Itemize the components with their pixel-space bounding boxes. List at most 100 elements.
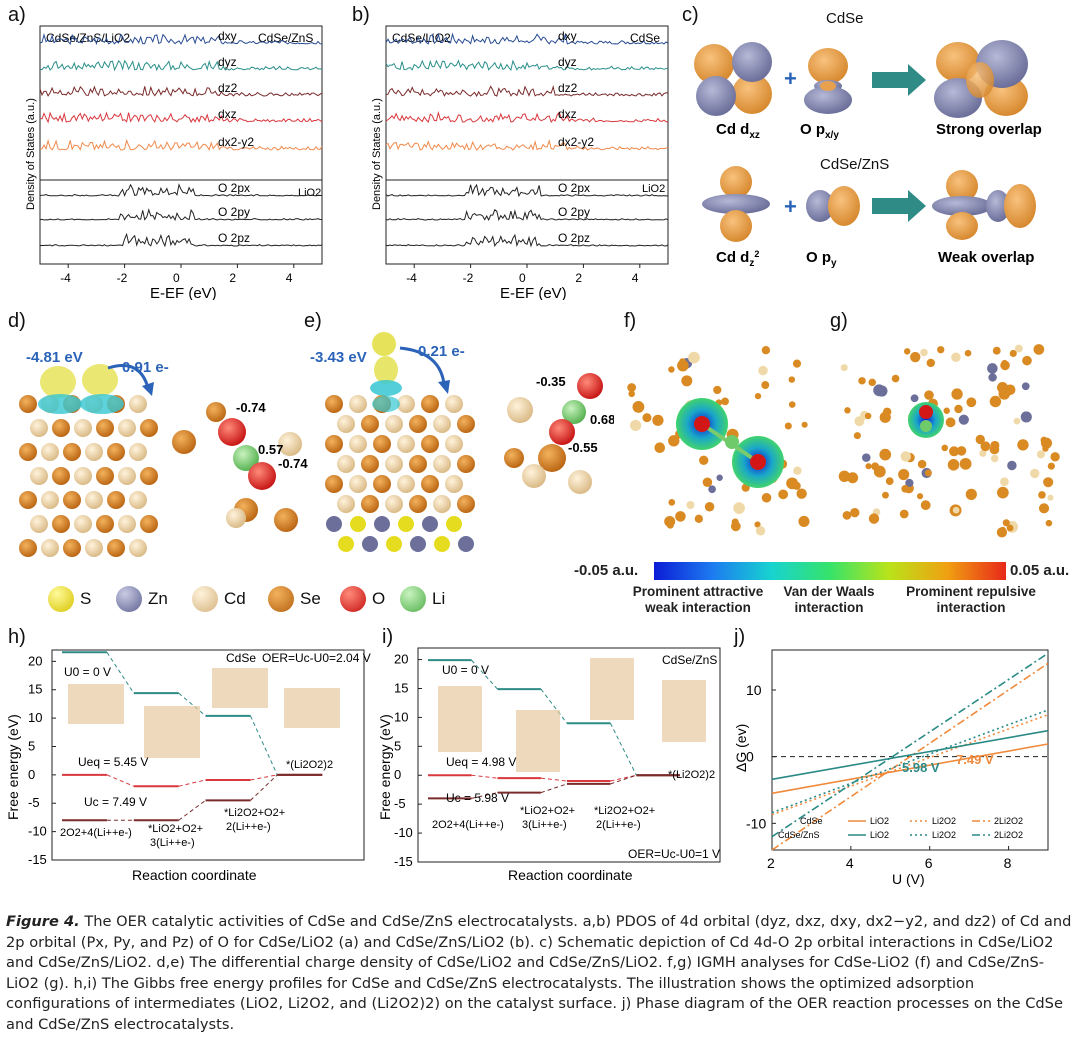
pdos-orbital-label: O 2pz bbox=[218, 231, 250, 245]
igmh-structure-f bbox=[627, 346, 810, 536]
i-step2: *LiO2+O2+ bbox=[520, 805, 575, 817]
igmh-atom bbox=[679, 358, 686, 365]
igmh-atom bbox=[1002, 519, 1010, 527]
igmh-atom bbox=[840, 364, 848, 372]
igmh-atom bbox=[871, 462, 880, 471]
slab-atom bbox=[118, 515, 136, 533]
atom-se-icon bbox=[268, 586, 294, 612]
igmh-atom bbox=[885, 477, 894, 485]
j-legend-label: 2Li2O2 bbox=[994, 830, 1023, 840]
igmh-atom bbox=[708, 485, 716, 494]
igmh-atom bbox=[916, 493, 924, 500]
atom-legend-label: Zn bbox=[148, 589, 168, 608]
pdos-a-ylabel: Density of States (a.u.) bbox=[25, 98, 37, 210]
slab-atom bbox=[421, 475, 439, 493]
j-ytick-label: 0 bbox=[746, 749, 754, 765]
pdos-b-ylabel: Density of States (a.u.) bbox=[371, 98, 383, 210]
colorbar-left-desc: Prominent attractive weak interaction bbox=[632, 584, 764, 615]
atom-legend-label: S bbox=[80, 589, 92, 608]
fe-tick-label: -10 bbox=[28, 824, 47, 839]
igmh-atom bbox=[652, 414, 664, 426]
label-cd-dz2: Cd dz2 bbox=[716, 249, 759, 269]
igmh-atom bbox=[992, 346, 1001, 355]
igmh-atom bbox=[991, 445, 999, 453]
slab-atom bbox=[362, 536, 378, 552]
igmh-atom bbox=[755, 526, 766, 536]
slab-atom bbox=[433, 495, 451, 513]
pdos-trace bbox=[39, 59, 323, 72]
i-ueq: Ueq = 4.98 V bbox=[446, 755, 516, 769]
slab-atom bbox=[129, 491, 147, 509]
fe-connector bbox=[249, 715, 278, 776]
igmh-atom bbox=[761, 381, 770, 390]
pdos-trace bbox=[385, 84, 669, 98]
igmh-atom bbox=[730, 521, 741, 532]
i-step2b: 3(Li++e-) bbox=[522, 819, 567, 831]
atom-legend-label: Cd bbox=[224, 589, 246, 608]
label-cd-dxz: Cd dxz bbox=[716, 121, 760, 141]
h-u0: U0 = 0 V bbox=[64, 665, 111, 679]
igmh-atom bbox=[1047, 462, 1055, 470]
charge-lobe-d2 bbox=[38, 394, 82, 414]
i-ylabel: Free energy (eV) bbox=[377, 714, 393, 820]
slab-atom bbox=[445, 395, 463, 413]
igmh-atom bbox=[758, 365, 768, 376]
fe-connector bbox=[250, 774, 278, 801]
j-legend-label: 2Li2O2 bbox=[994, 816, 1023, 826]
slab-atom bbox=[385, 415, 403, 433]
fe-tick-label: -10 bbox=[394, 825, 413, 840]
caption-text: The OER catalytic activities of CdSe and… bbox=[6, 913, 1072, 1033]
slab-atom bbox=[349, 435, 367, 453]
charge-e-q1: -0.35 bbox=[536, 374, 566, 389]
panel-b-label: b) bbox=[352, 4, 370, 26]
pdos-orbital-label: dxy bbox=[218, 29, 237, 43]
pdos-trace bbox=[385, 59, 669, 71]
igmh-atom bbox=[1007, 460, 1017, 471]
atom-legend-item: Zn bbox=[116, 586, 168, 612]
atom-legend: S Zn Cd Se O Li bbox=[20, 586, 450, 616]
charge-lobe-e3 bbox=[370, 380, 402, 396]
transfer-arrow-d bbox=[107, 364, 150, 389]
pdos-orbital-label: dyz bbox=[218, 55, 237, 69]
charge-e-q2: 0.68 bbox=[590, 412, 614, 427]
fe-connector bbox=[540, 777, 567, 782]
fe-tick-label: 5 bbox=[28, 738, 35, 753]
pdos-tick-label: 2 bbox=[229, 271, 236, 285]
slab-atom bbox=[338, 536, 354, 552]
igmh-atom bbox=[988, 373, 997, 382]
h-title: CdSe bbox=[226, 651, 256, 665]
slab-atom bbox=[409, 495, 427, 513]
slab-atom bbox=[107, 539, 125, 557]
igmh-atom bbox=[688, 351, 700, 364]
pdos-orbital-label: O 2px bbox=[558, 181, 590, 195]
pdos-orbital-label: dx2-y2 bbox=[218, 135, 254, 149]
igmh-atom bbox=[694, 514, 703, 523]
fe-tick-label: -15 bbox=[28, 852, 47, 867]
free-energy-chart-i: Free energy (eV) Reaction coordinate 20 1… bbox=[377, 647, 721, 883]
i-uc: Uc = 5.98 V bbox=[446, 791, 509, 805]
slab-atom bbox=[52, 515, 70, 533]
slab-atom bbox=[374, 516, 390, 532]
charge-lobe-e2 bbox=[374, 356, 398, 384]
igmh-atom bbox=[1040, 436, 1048, 444]
igmh-atom bbox=[899, 509, 909, 519]
energy-e: -3.43 eV bbox=[310, 349, 367, 366]
igmh-atom bbox=[632, 400, 645, 413]
pdos-a-title-right: CdSe/ZnS bbox=[258, 31, 313, 45]
slab-atom bbox=[129, 539, 147, 557]
igmh-atom bbox=[941, 444, 949, 452]
pdos-tick-label: 4 bbox=[286, 271, 293, 285]
i-step4: *(Li2O2)2 bbox=[668, 769, 715, 781]
fe-connector bbox=[106, 651, 135, 694]
slab-atom bbox=[433, 455, 451, 473]
panel-e-label: e) bbox=[304, 310, 322, 332]
igmh-atom bbox=[965, 488, 977, 500]
atom-legend-item: Se bbox=[268, 586, 321, 612]
igmh-atom bbox=[1022, 355, 1032, 366]
slab-atom bbox=[326, 516, 342, 532]
igmh-atom bbox=[1020, 411, 1032, 423]
igmh-atom bbox=[778, 489, 789, 500]
slab-atom bbox=[325, 475, 343, 493]
igmh-atom bbox=[873, 384, 886, 397]
j-ylabel: ΔG (ev) bbox=[733, 724, 749, 772]
